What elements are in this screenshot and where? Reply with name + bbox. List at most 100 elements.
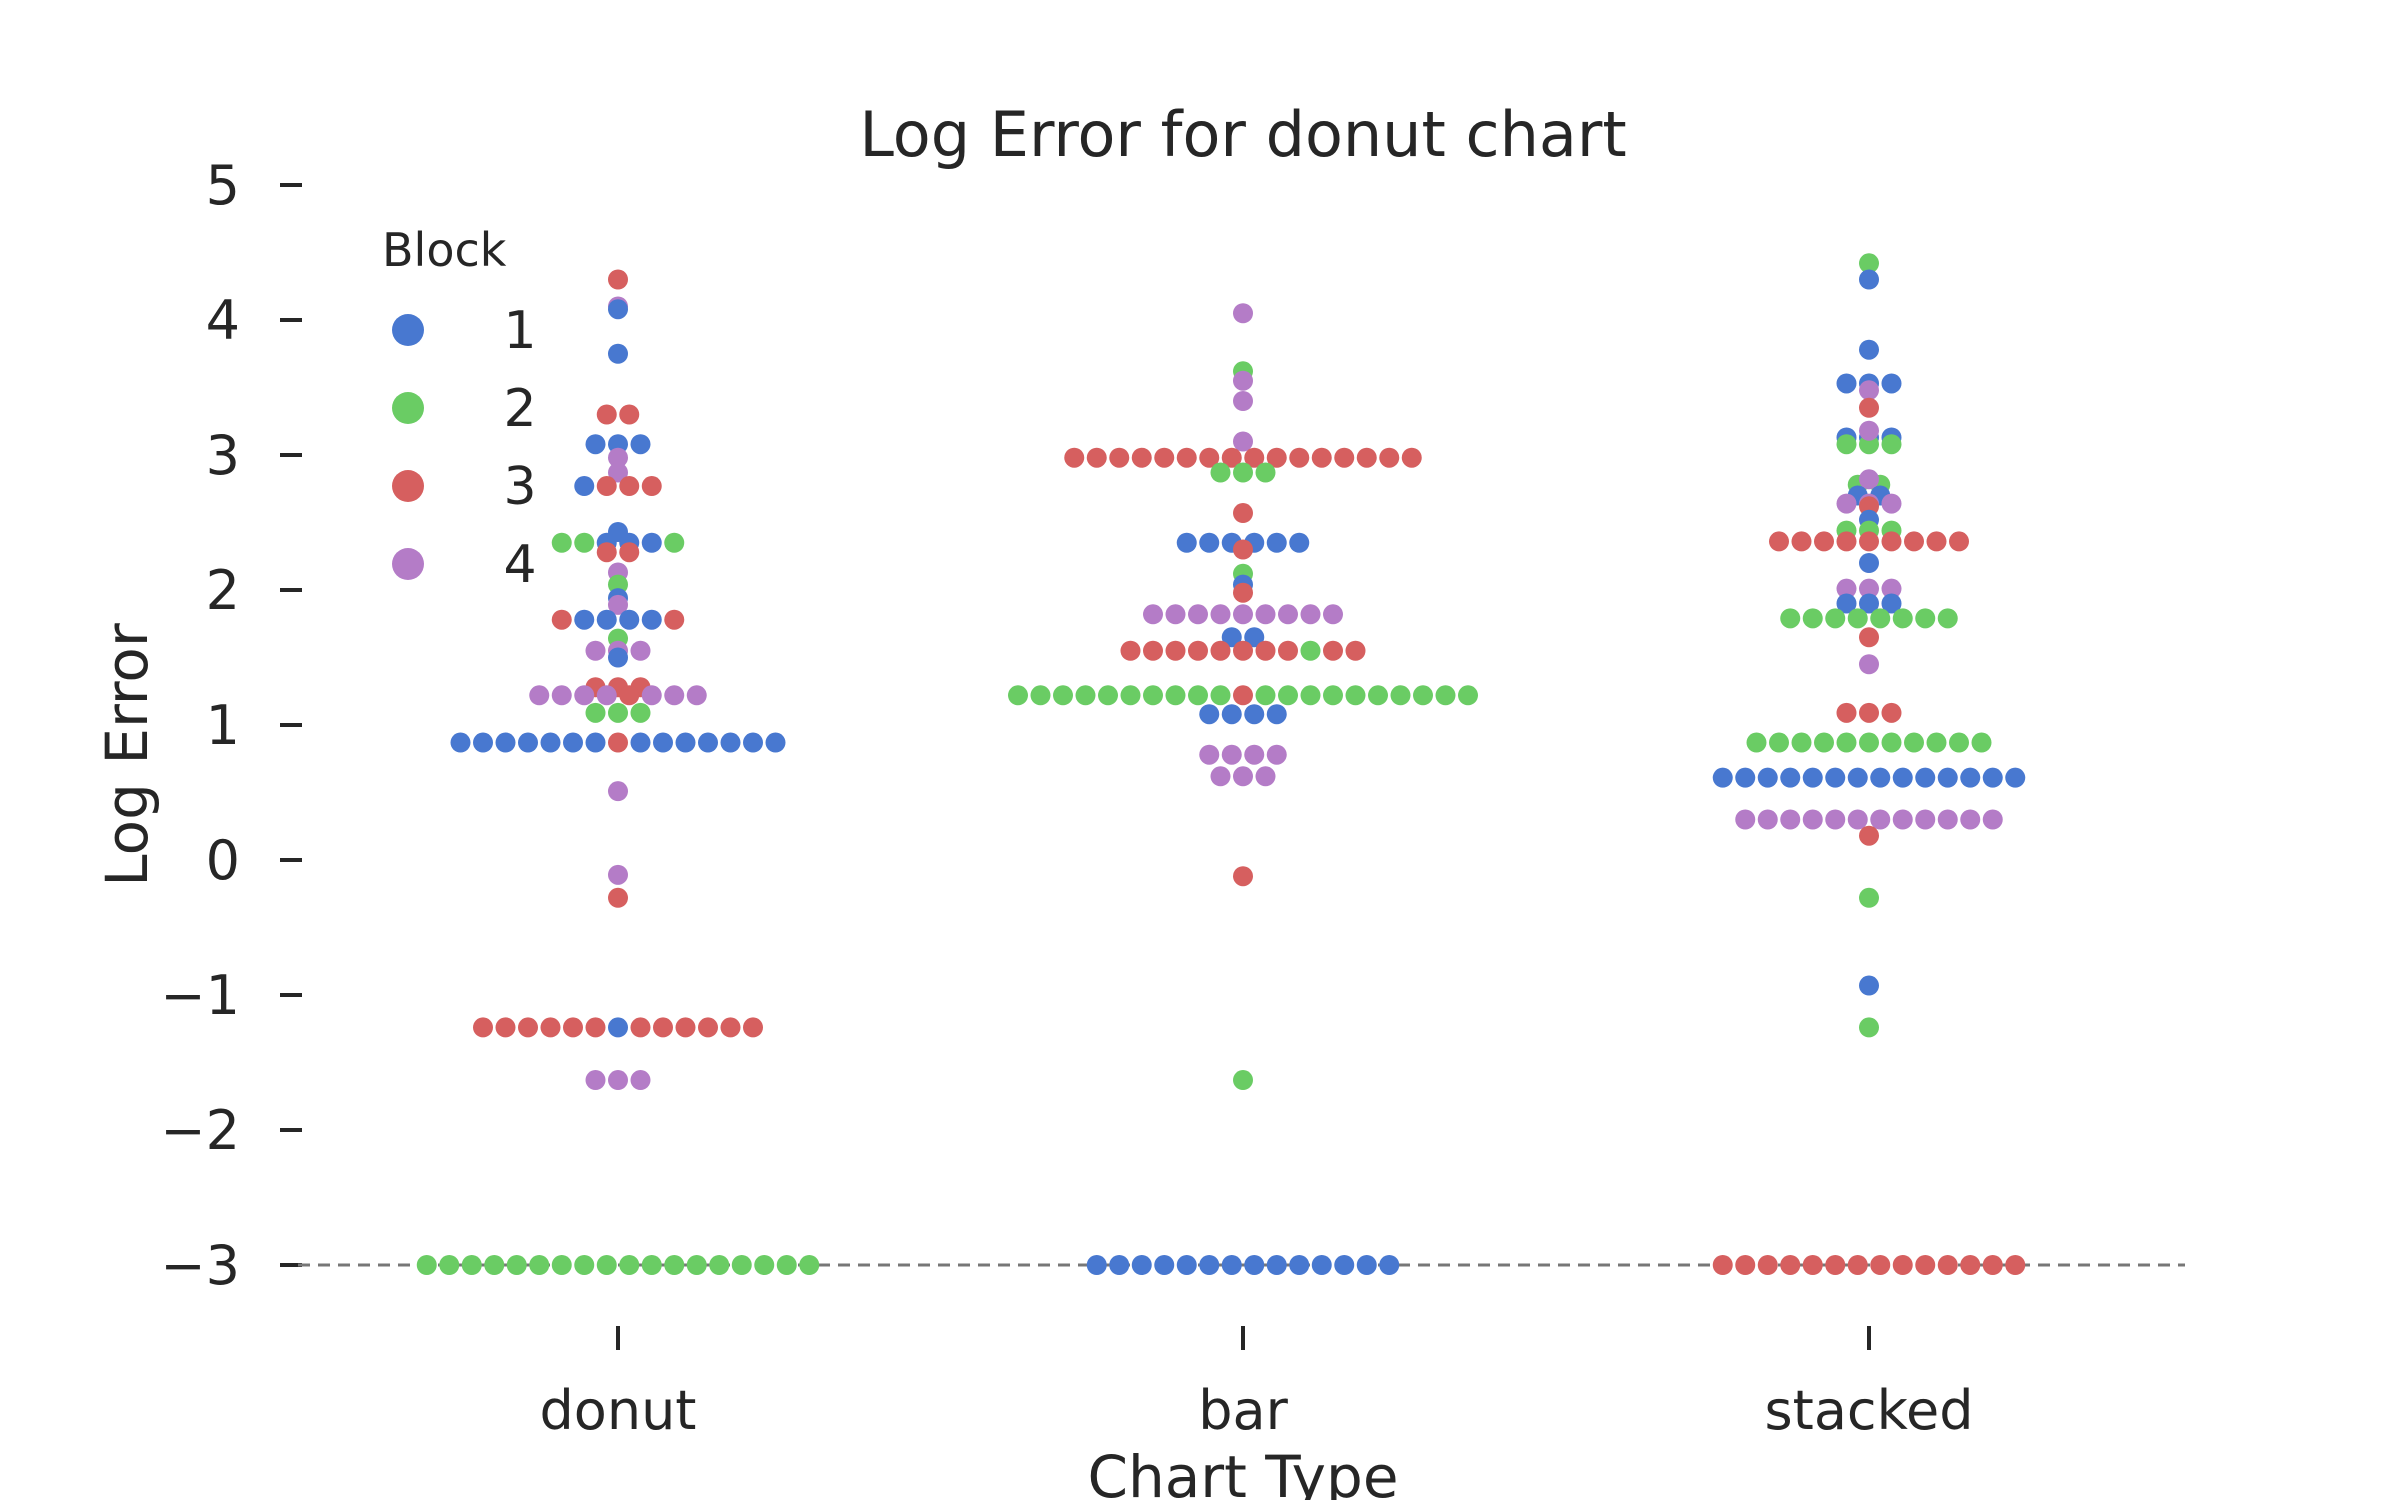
data-point-block-1 bbox=[1847, 767, 1868, 788]
data-point-block-3 bbox=[2005, 1255, 2026, 1275]
data-point-block-4 bbox=[585, 640, 606, 661]
data-point-block-1 bbox=[1289, 1255, 1310, 1275]
data-point-block-1 bbox=[1131, 1255, 1152, 1275]
data-point-block-1 bbox=[608, 1017, 628, 1038]
data-point-block-2 bbox=[506, 1255, 527, 1275]
data-point-block-2 bbox=[1278, 685, 1298, 706]
data-point-block-2 bbox=[1053, 685, 1073, 706]
data-point-block-3 bbox=[619, 685, 640, 706]
data-point-block-4 bbox=[608, 781, 628, 802]
data-point-block-4 bbox=[1233, 431, 1253, 452]
data-point-block-3 bbox=[1814, 531, 1834, 552]
data-point-block-3 bbox=[1233, 539, 1253, 560]
data-point-block-3 bbox=[1278, 640, 1298, 661]
data-point-block-3 bbox=[675, 1017, 696, 1038]
data-point-block-1 bbox=[608, 647, 628, 668]
data-point-block-4 bbox=[630, 640, 651, 661]
data-point-block-3 bbox=[653, 1017, 673, 1038]
data-point-block-4 bbox=[585, 1070, 606, 1091]
y-tick-label: −3 bbox=[160, 1234, 240, 1297]
legend-label-block-1: 1 bbox=[503, 301, 536, 361]
data-point-block-2 bbox=[1098, 685, 1118, 706]
data-point-block-1 bbox=[1859, 339, 1879, 360]
data-point-block-4 bbox=[596, 685, 617, 706]
data-point-block-1 bbox=[1311, 1255, 1332, 1275]
data-point-block-1 bbox=[1154, 1255, 1175, 1275]
data-point-block-2 bbox=[1030, 685, 1051, 706]
data-point-block-3 bbox=[1221, 447, 1242, 468]
data-point-block-3 bbox=[1255, 640, 1276, 661]
data-point-block-3 bbox=[1836, 702, 1857, 723]
data-point-block-1 bbox=[698, 732, 718, 753]
data-point-block-2 bbox=[1949, 732, 1969, 753]
data-point-block-2 bbox=[596, 1255, 617, 1275]
data-point-block-1 bbox=[1244, 704, 1265, 725]
data-point-block-2 bbox=[1780, 608, 1801, 629]
data-point-block-4 bbox=[1210, 604, 1231, 625]
y-tick-label: 1 bbox=[206, 694, 240, 757]
data-point-block-1 bbox=[1266, 532, 1287, 553]
legend-marker-block-3 bbox=[392, 470, 424, 502]
data-point-block-4 bbox=[1881, 578, 1902, 599]
data-point-block-1 bbox=[1960, 767, 1981, 788]
data-point-block-1 bbox=[1881, 593, 1902, 614]
data-point-block-4 bbox=[1233, 766, 1253, 787]
data-point-block-3 bbox=[1323, 640, 1343, 661]
data-point-block-2 bbox=[1904, 732, 1924, 753]
data-point-block-1 bbox=[630, 434, 651, 455]
y-axis-title: Log Error bbox=[93, 623, 161, 887]
data-point-block-1 bbox=[653, 732, 673, 753]
data-point-block-2 bbox=[1881, 732, 1902, 753]
data-point-block-1 bbox=[1356, 1255, 1377, 1275]
data-point-block-1 bbox=[1836, 373, 1857, 394]
data-point-block-4 bbox=[1188, 604, 1208, 625]
data-point-block-4 bbox=[1982, 809, 2003, 830]
data-point-block-3 bbox=[518, 1017, 538, 1038]
data-point-block-3 bbox=[495, 1017, 516, 1038]
data-point-block-3 bbox=[1064, 447, 1085, 468]
data-point-block-2 bbox=[1836, 434, 1857, 455]
data-point-block-2 bbox=[1390, 685, 1411, 706]
data-point-block-1 bbox=[1266, 704, 1287, 725]
data-point-block-4 bbox=[1859, 578, 1879, 599]
y-tick-label: 0 bbox=[206, 829, 240, 892]
data-point-block-4 bbox=[1802, 809, 1823, 830]
data-point-block-2 bbox=[641, 1255, 662, 1275]
data-point-block-2 bbox=[416, 1255, 437, 1275]
data-point-block-4 bbox=[1757, 809, 1778, 830]
data-point-block-2 bbox=[1870, 608, 1891, 629]
data-point-block-1 bbox=[1881, 373, 1902, 394]
data-point-block-3 bbox=[608, 887, 628, 908]
data-point-block-2 bbox=[799, 1255, 820, 1275]
data-point-block-3 bbox=[664, 609, 685, 630]
data-point-block-4 bbox=[1870, 809, 1891, 830]
data-point-block-1 bbox=[518, 732, 538, 753]
data-point-block-2 bbox=[1165, 685, 1186, 706]
data-point-block-1 bbox=[1915, 767, 1936, 788]
data-point-block-1 bbox=[1712, 767, 1733, 788]
data-point-block-1 bbox=[619, 609, 640, 630]
data-point-block-3 bbox=[1345, 640, 1366, 661]
data-point-block-3 bbox=[1892, 1255, 1913, 1275]
data-point-block-3 bbox=[1859, 825, 1879, 846]
data-point-block-3 bbox=[1109, 447, 1130, 468]
legend-marker-block-4 bbox=[392, 548, 424, 580]
data-point-block-4 bbox=[1233, 604, 1253, 625]
data-point-block-3 bbox=[1233, 503, 1253, 524]
data-point-block-1 bbox=[1757, 767, 1778, 788]
data-point-block-2 bbox=[1143, 685, 1163, 706]
data-point-block-3 bbox=[1143, 640, 1163, 661]
data-point-block-3 bbox=[540, 1017, 561, 1038]
data-point-block-2 bbox=[1300, 640, 1321, 661]
data-point-block-1 bbox=[1870, 767, 1891, 788]
data-point-block-3 bbox=[1266, 447, 1287, 468]
data-point-block-2 bbox=[1892, 608, 1913, 629]
x-axis-title: Chart Type bbox=[1087, 1443, 1398, 1500]
data-point-block-1 bbox=[1289, 532, 1310, 553]
data-point-block-4 bbox=[686, 685, 707, 706]
data-point-block-1 bbox=[1244, 1255, 1265, 1275]
x-axis: donut bar stacked bbox=[540, 1326, 1973, 1442]
data-point-block-2 bbox=[1859, 1017, 1879, 1038]
data-point-block-4 bbox=[1266, 744, 1287, 765]
data-point-block-1 bbox=[1176, 1255, 1197, 1275]
